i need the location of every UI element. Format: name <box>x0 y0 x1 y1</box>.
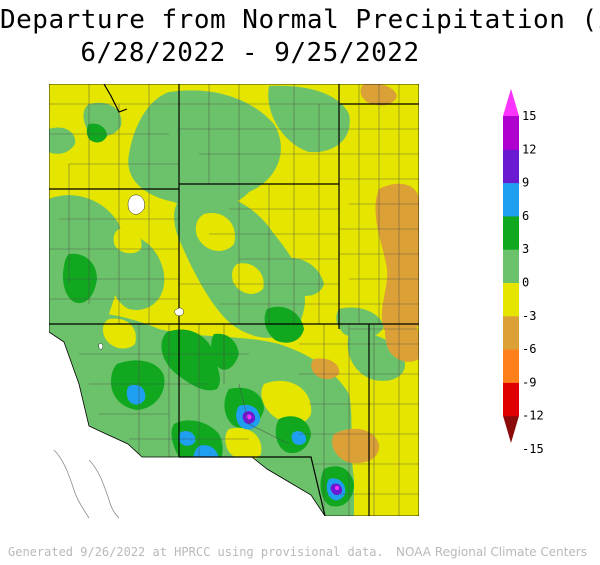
legend-band <box>503 315 519 350</box>
legend-tick-label: 15 <box>522 109 536 123</box>
legend-band <box>503 149 519 184</box>
map-date-range: 6/28/2022 - 9/25/2022 <box>80 38 420 68</box>
legend-bands <box>503 88 519 443</box>
legend-tick-label: 3 <box>522 242 529 256</box>
legend-band <box>503 88 519 116</box>
legend-tick-label: 9 <box>522 176 529 190</box>
legend-ticks: 15 12 9 6 3 0 -3 -6 -9 -12 -15 <box>522 109 544 456</box>
precipitation-departure-map <box>49 84 419 516</box>
state-line-idaho-montana <box>103 84 128 113</box>
mexico-coastline <box>53 449 120 519</box>
legend-band <box>503 415 519 443</box>
lake-powell <box>174 307 184 316</box>
legend-band <box>503 116 519 150</box>
legend-tick-label: -9 <box>522 375 536 389</box>
legend-tick-label: 6 <box>522 209 529 223</box>
legend-tick-label: -6 <box>522 342 536 356</box>
lake-mead <box>98 343 103 350</box>
legend-tick-label: -12 <box>522 409 544 423</box>
legend-band <box>503 182 519 217</box>
legend-tick-label: 12 <box>522 142 536 156</box>
legend-band <box>503 349 519 383</box>
legend-tick-label: 0 <box>522 276 529 290</box>
legend-tick-label: -15 <box>522 442 544 456</box>
legend-band <box>503 249 519 283</box>
great-salt-lake <box>127 194 145 215</box>
region-outline <box>49 84 419 516</box>
legend-band <box>503 215 519 250</box>
legend-band <box>503 282 519 317</box>
lakes <box>98 194 184 350</box>
legend-tick-label: -3 <box>522 309 536 323</box>
map-title: Departure from Normal Precipitation (in) <box>0 5 600 35</box>
above-normal-areas <box>62 123 354 507</box>
color-scale-legend: 15 12 9 6 3 0 -3 -6 -9 -12 -15 <box>503 88 544 456</box>
generated-note: Generated 9/26/2022 at HPRCC using provi… <box>8 545 384 559</box>
legend-band <box>503 382 519 417</box>
noaa-credit: NOAA Regional Climate Centers <box>396 545 587 559</box>
